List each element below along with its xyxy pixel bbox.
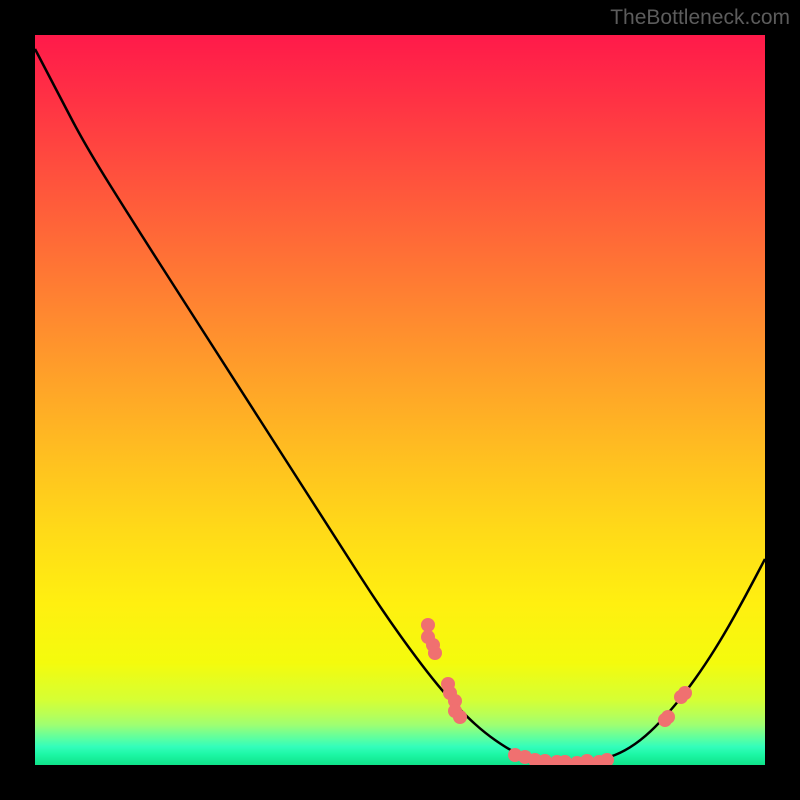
data-marker (661, 710, 675, 724)
data-markers (421, 618, 692, 765)
curve-layer (35, 35, 765, 765)
data-marker (453, 710, 467, 724)
data-marker (421, 618, 435, 632)
plot-area (35, 35, 765, 765)
bottleneck-curve (35, 49, 765, 763)
watermark-text: TheBottleneck.com (610, 6, 790, 30)
data-marker (580, 754, 594, 765)
data-marker (678, 686, 692, 700)
data-marker (600, 753, 614, 765)
data-marker (428, 646, 442, 660)
